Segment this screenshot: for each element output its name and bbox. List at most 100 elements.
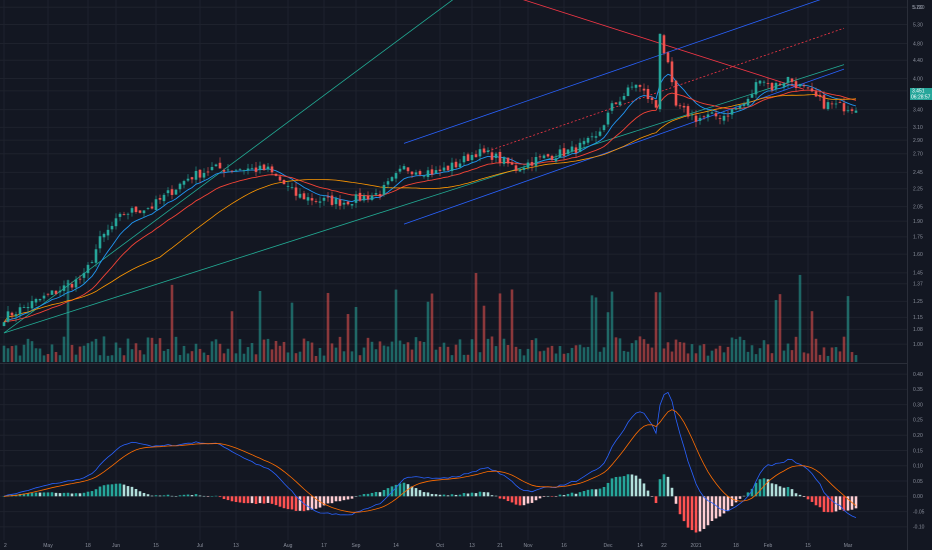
candle[interactable]: [82, 272, 86, 278]
candle[interactable]: [10, 312, 14, 316]
candle[interactable]: [14, 314, 18, 317]
candle[interactable]: [450, 162, 454, 172]
candle[interactable]: [162, 194, 166, 202]
candle[interactable]: [78, 278, 82, 280]
candle[interactable]: [262, 164, 266, 171]
candle[interactable]: [770, 82, 774, 91]
candle[interactable]: [574, 147, 578, 153]
candle[interactable]: [754, 82, 758, 95]
candle[interactable]: [538, 156, 542, 158]
candle[interactable]: [234, 169, 238, 171]
candle[interactable]: [150, 206, 154, 209]
candle[interactable]: [230, 170, 234, 172]
candle[interactable]: [386, 181, 390, 185]
candle[interactable]: [702, 116, 706, 118]
candle[interactable]: [66, 283, 70, 285]
candle[interactable]: [790, 78, 794, 82]
candle[interactable]: [414, 172, 418, 175]
candle[interactable]: [690, 114, 694, 116]
candle[interactable]: [62, 285, 66, 291]
candle[interactable]: [518, 169, 522, 172]
candle[interactable]: [658, 33, 662, 110]
candle[interactable]: [434, 170, 438, 174]
candle[interactable]: [774, 82, 778, 90]
candle[interactable]: [478, 149, 482, 157]
candle[interactable]: [634, 84, 638, 88]
candle[interactable]: [342, 202, 346, 205]
candle[interactable]: [246, 168, 250, 171]
trendline-green-lower[interactable]: [3, 64, 845, 334]
candle[interactable]: [366, 195, 370, 200]
candle[interactable]: [446, 165, 450, 171]
candle[interactable]: [654, 100, 658, 108]
candle[interactable]: [222, 170, 226, 172]
candle[interactable]: [614, 102, 618, 104]
candle[interactable]: [522, 167, 526, 170]
trendline-red-resistance[interactable]: [488, 0, 805, 90]
candle[interactable]: [454, 161, 458, 168]
candle[interactable]: [566, 149, 570, 155]
candle[interactable]: [838, 102, 842, 104]
candle[interactable]: [90, 262, 94, 264]
candle[interactable]: [406, 167, 410, 172]
candle[interactable]: [462, 156, 466, 163]
candle[interactable]: [798, 84, 802, 87]
candle[interactable]: [726, 115, 730, 117]
candle[interactable]: [142, 210, 146, 214]
candle[interactable]: [242, 170, 246, 172]
candle[interactable]: [526, 162, 530, 168]
candle[interactable]: [650, 97, 654, 100]
candle[interactable]: [182, 181, 186, 185]
trendline-red-dashed-mid[interactable]: [483, 27, 845, 153]
candle[interactable]: [738, 105, 742, 109]
candle[interactable]: [418, 171, 422, 175]
candle[interactable]: [438, 169, 442, 171]
candle[interactable]: [258, 165, 262, 171]
candle[interactable]: [662, 35, 666, 54]
candle[interactable]: [810, 88, 814, 92]
candle[interactable]: [742, 103, 746, 106]
candle[interactable]: [846, 110, 850, 112]
price-axis[interactable]: 5.805.304.804.404.003.753.403.102.902.70…: [913, 5, 923, 348]
candle[interactable]: [778, 83, 782, 85]
candle[interactable]: [534, 156, 538, 166]
candle[interactable]: [86, 264, 90, 274]
candle[interactable]: [554, 158, 558, 162]
candle[interactable]: [514, 165, 518, 171]
candle[interactable]: [50, 290, 54, 295]
macd-axis[interactable]: 0.40 0.35 0.30 0.25 0.20 0.15 0.10 0.05 0.00 -0.0…: [913, 372, 925, 531]
candle[interactable]: [834, 103, 838, 105]
time-axis[interactable]: 2 May 18 Jun 15 Jul 13 Aug 17 Sep 14 Oct 13 21 Nov 16 De…: [4, 543, 853, 549]
candle[interactable]: [602, 125, 606, 131]
candle[interactable]: [710, 112, 714, 114]
candle[interactable]: [494, 153, 498, 159]
candle[interactable]: [618, 101, 622, 106]
candle[interactable]: [26, 307, 30, 309]
candle[interactable]: [782, 83, 786, 87]
candle[interactable]: [506, 157, 510, 164]
trendline-green-upper[interactable]: [3, 0, 476, 334]
candle[interactable]: [114, 218, 118, 227]
candle[interactable]: [578, 142, 582, 153]
candle[interactable]: [854, 110, 858, 113]
trendline-blue-channel-bottom[interactable]: [403, 68, 845, 225]
candle[interactable]: [298, 193, 302, 198]
candle[interactable]: [794, 81, 798, 89]
candle[interactable]: [374, 193, 378, 195]
candle[interactable]: [466, 154, 470, 162]
candle[interactable]: [830, 103, 834, 105]
candle[interactable]: [46, 293, 50, 295]
candle[interactable]: [118, 213, 122, 217]
candle[interactable]: [486, 150, 490, 152]
candle[interactable]: [546, 154, 550, 157]
candle[interactable]: [122, 214, 126, 215]
candle[interactable]: [218, 162, 222, 169]
candle[interactable]: [718, 118, 722, 119]
candle[interactable]: [278, 176, 282, 181]
candle[interactable]: [70, 283, 74, 288]
candle[interactable]: [102, 233, 106, 238]
candle[interactable]: [274, 173, 278, 176]
candle[interactable]: [550, 155, 554, 160]
candle[interactable]: [802, 85, 806, 87]
candle[interactable]: [730, 109, 734, 115]
